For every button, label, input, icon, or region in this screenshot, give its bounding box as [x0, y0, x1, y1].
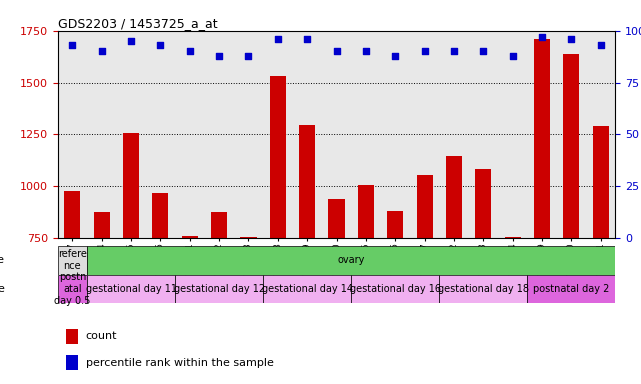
- Point: [478, 48, 488, 55]
- Bar: [211, 212, 227, 238]
- Bar: [94, 212, 110, 238]
- Point: [185, 48, 195, 55]
- Bar: [58, 275, 87, 303]
- Point: [126, 38, 136, 44]
- Text: refere
nce: refere nce: [58, 249, 87, 271]
- Bar: [351, 275, 439, 303]
- Bar: [593, 126, 609, 238]
- Bar: [417, 175, 433, 238]
- Point: [508, 53, 518, 59]
- Point: [566, 36, 576, 42]
- Bar: [328, 199, 345, 238]
- Point: [537, 34, 547, 40]
- Bar: [240, 237, 256, 238]
- Point: [244, 53, 254, 59]
- Bar: [270, 76, 286, 238]
- Bar: [358, 185, 374, 238]
- Point: [449, 48, 459, 55]
- Bar: [534, 39, 550, 238]
- Text: postnatal day 2: postnatal day 2: [533, 284, 610, 294]
- Bar: [153, 194, 169, 238]
- Bar: [123, 133, 139, 238]
- Bar: [66, 355, 78, 370]
- Bar: [299, 125, 315, 238]
- Point: [595, 42, 606, 48]
- Text: postn
atal
day 0.5: postn atal day 0.5: [54, 272, 90, 306]
- Point: [331, 48, 342, 55]
- Text: percentile rank within the sample: percentile rank within the sample: [86, 358, 274, 367]
- Text: gestational day 16: gestational day 16: [350, 284, 441, 294]
- Bar: [563, 53, 579, 238]
- Point: [214, 53, 224, 59]
- Point: [67, 42, 78, 48]
- Point: [302, 36, 312, 42]
- Point: [272, 36, 283, 42]
- Point: [97, 48, 107, 55]
- Point: [155, 42, 165, 48]
- Bar: [87, 275, 175, 303]
- Bar: [475, 169, 492, 238]
- Bar: [504, 237, 520, 238]
- Text: gestational day 12: gestational day 12: [174, 284, 265, 294]
- Bar: [66, 329, 78, 344]
- Text: age: age: [0, 284, 5, 294]
- Bar: [387, 211, 403, 238]
- Text: ovary: ovary: [338, 255, 365, 265]
- Bar: [439, 275, 528, 303]
- Point: [361, 48, 371, 55]
- Text: gestational day 11: gestational day 11: [85, 284, 176, 294]
- Text: tissue: tissue: [0, 255, 5, 265]
- Text: gestational day 14: gestational day 14: [262, 284, 353, 294]
- Text: gestational day 18: gestational day 18: [438, 284, 529, 294]
- Point: [419, 48, 429, 55]
- Bar: [58, 246, 87, 275]
- Bar: [175, 275, 263, 303]
- Bar: [181, 236, 198, 238]
- Text: count: count: [86, 331, 117, 341]
- Bar: [64, 191, 80, 238]
- Bar: [528, 275, 615, 303]
- Text: GDS2203 / 1453725_a_at: GDS2203 / 1453725_a_at: [58, 17, 217, 30]
- Point: [390, 53, 401, 59]
- Bar: [263, 275, 351, 303]
- Bar: [446, 156, 462, 238]
